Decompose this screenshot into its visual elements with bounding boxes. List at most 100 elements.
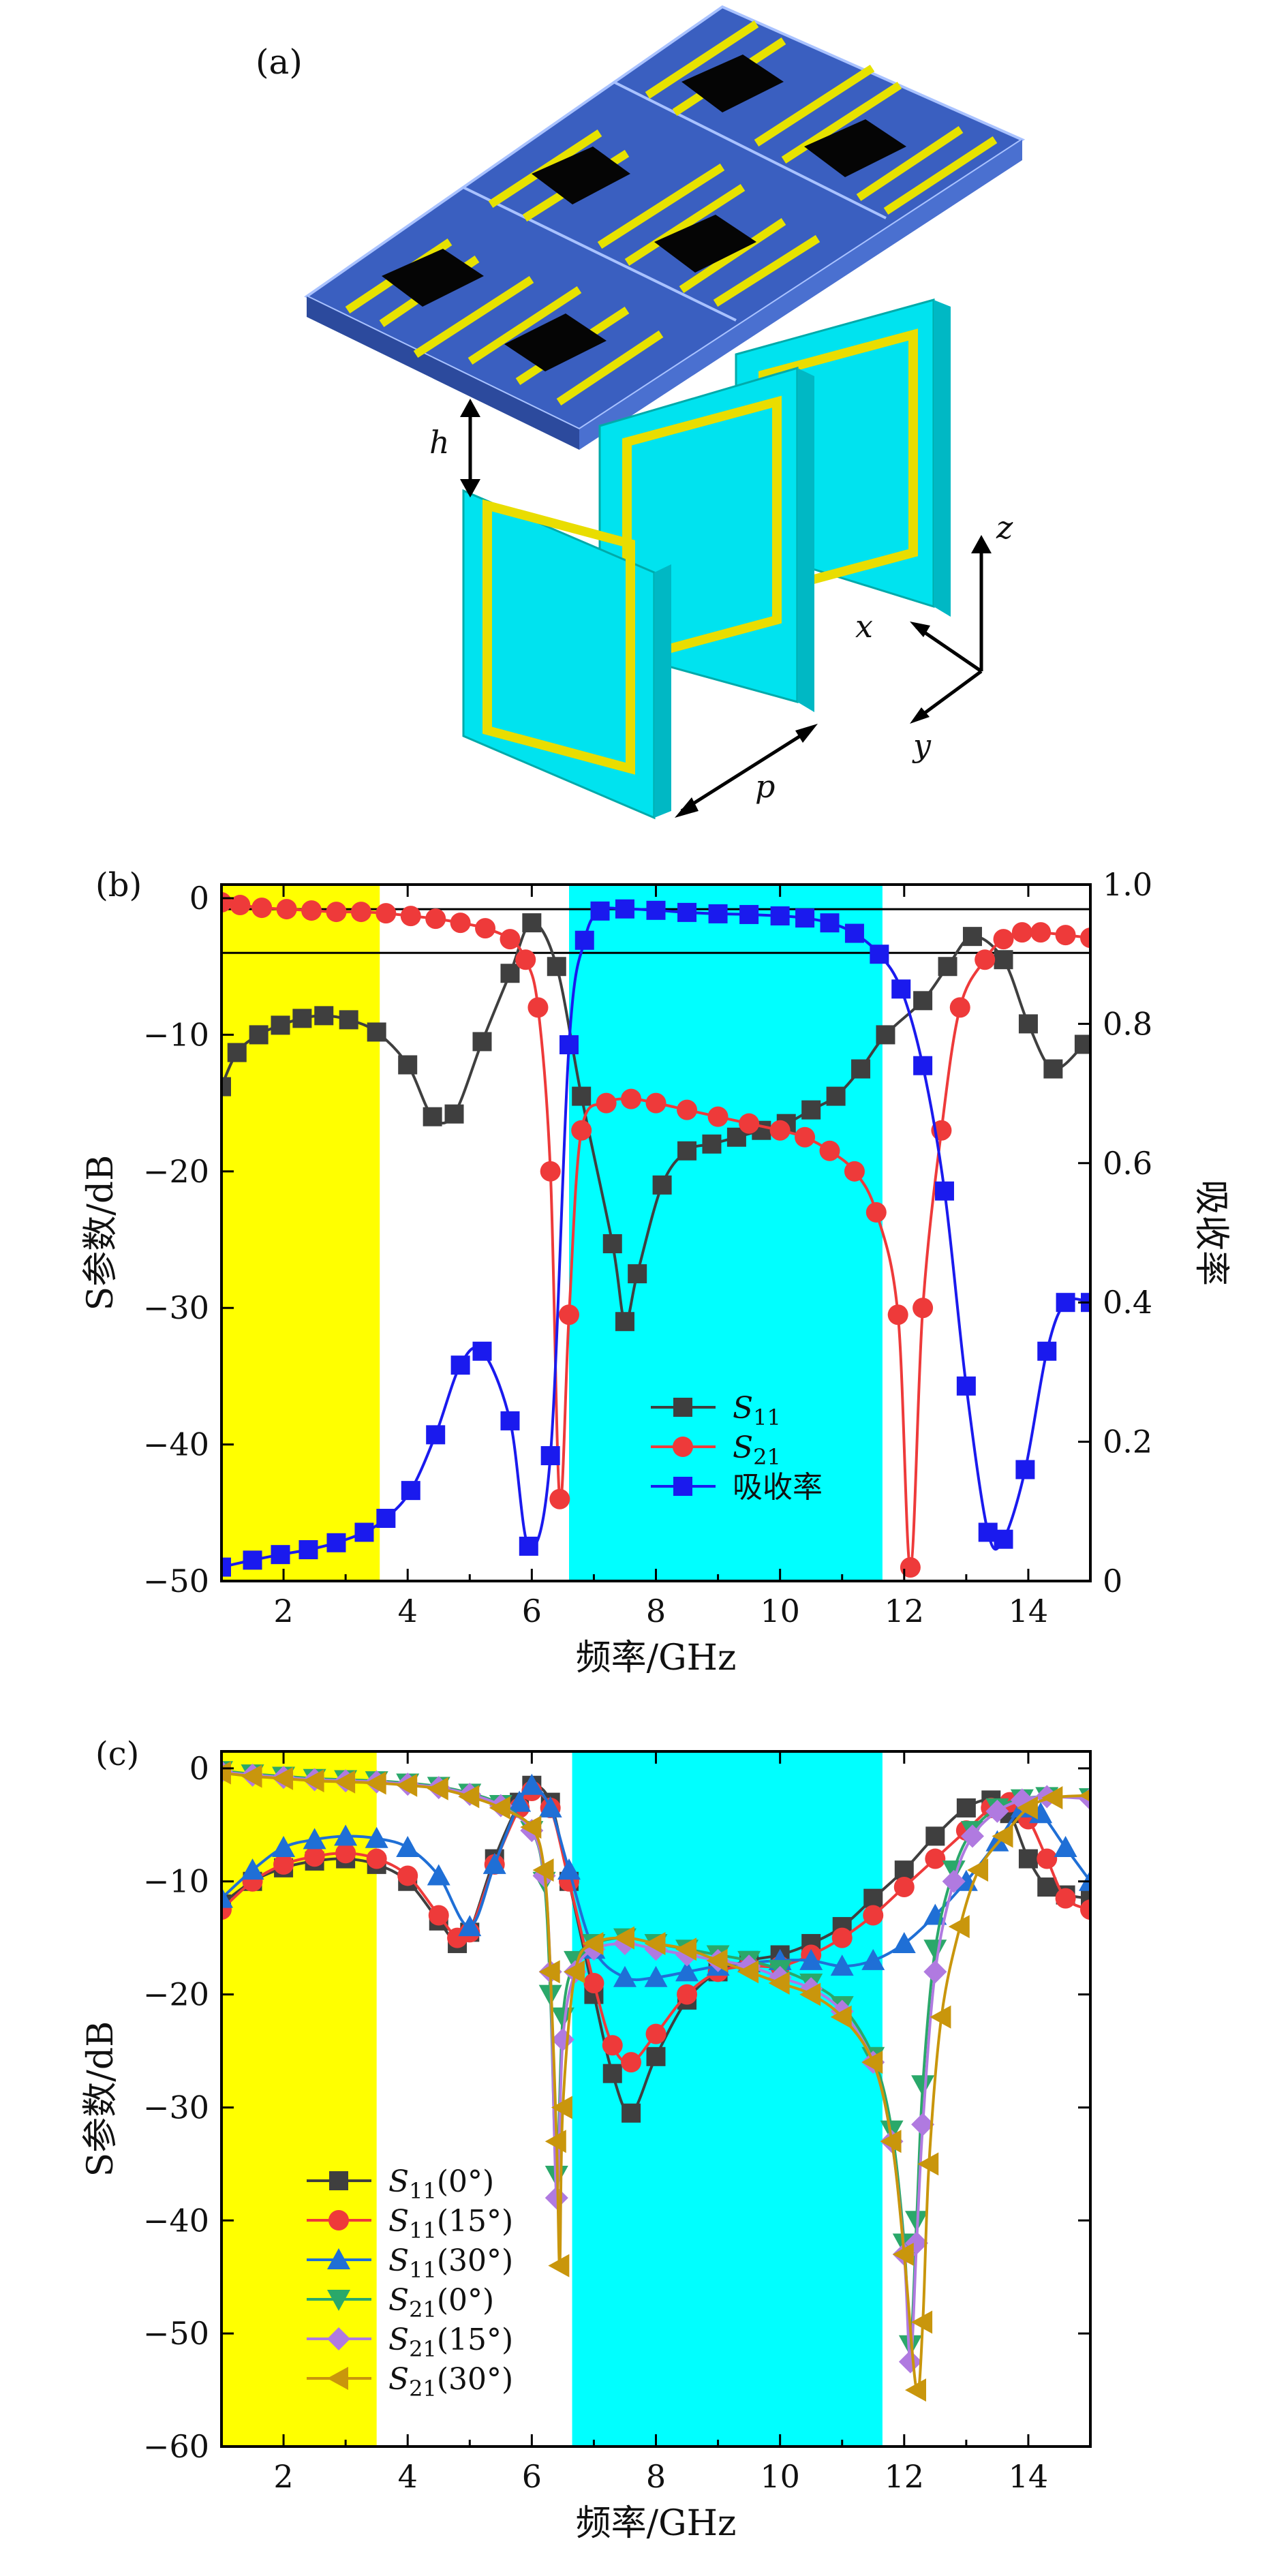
data-point <box>1015 1460 1035 1479</box>
data-point <box>515 949 536 970</box>
data-point <box>615 1312 634 1332</box>
data-point <box>894 1860 914 1880</box>
data-point <box>985 1830 1009 1852</box>
data-point <box>396 1773 418 1797</box>
data-point <box>401 1481 420 1501</box>
data-point <box>1011 922 1032 943</box>
legend-label: S21(15°) <box>388 2322 513 2362</box>
data-point <box>1055 1888 1076 1909</box>
data-point <box>905 2378 926 2402</box>
series-0 <box>221 913 1090 1332</box>
data-point <box>522 913 542 933</box>
x-tick-label: 12 <box>885 2458 925 2495</box>
data-point <box>1041 1786 1063 1809</box>
data-point <box>532 1858 554 1882</box>
data-point <box>795 1126 816 1148</box>
x-tick-label: 14 <box>1009 2458 1049 2495</box>
x-tick-label: 12 <box>885 1593 925 1629</box>
data-point <box>1080 927 1090 949</box>
data-point <box>458 1785 480 1809</box>
data-point <box>830 2005 852 2029</box>
y2-tick-label: 0.4 <box>1103 1284 1152 1321</box>
data-point <box>652 1175 672 1195</box>
data-point <box>1054 1835 1077 1857</box>
data-point <box>900 1557 921 1578</box>
data-point <box>292 1009 312 1028</box>
data-point <box>645 2023 666 2044</box>
panel-a-schematic: (a) <box>256 5 1026 820</box>
data-point <box>251 898 273 919</box>
data-point <box>564 1960 585 1984</box>
y2-axis-label: 吸收率 <box>1191 1180 1231 1286</box>
data-point <box>1074 1034 1090 1054</box>
data-point <box>1037 1877 1057 1897</box>
data-point <box>768 1972 790 1995</box>
data-point <box>298 1540 318 1560</box>
data-point <box>326 902 347 923</box>
legend-marker <box>673 1477 692 1496</box>
data-point <box>795 908 815 928</box>
data-point <box>770 906 790 925</box>
y-tick-label: −50 <box>143 1563 209 1599</box>
data-point <box>303 1828 326 1850</box>
y2-tick-label: 1.0 <box>1103 866 1152 903</box>
y-tick-label: −60 <box>143 2428 209 2465</box>
data-point <box>551 2096 572 2119</box>
h-dimension-arrow <box>460 399 480 497</box>
data-point <box>962 927 982 947</box>
data-point <box>677 1141 697 1161</box>
data-point <box>925 1826 945 1846</box>
data-point <box>272 1835 296 1857</box>
data-point <box>314 1006 334 1026</box>
data-point <box>365 1771 386 1795</box>
data-point <box>326 1533 346 1552</box>
panel-a-label: (a) <box>256 42 303 82</box>
data-point <box>527 997 549 1018</box>
data-point <box>428 1905 449 1926</box>
data-point <box>675 1960 699 1982</box>
data-point <box>450 1355 470 1375</box>
data-point <box>706 1948 728 1972</box>
data-point <box>489 1796 510 1820</box>
legend-marker <box>327 2290 350 2311</box>
data-point <box>426 1425 446 1445</box>
data-point <box>423 1107 442 1126</box>
data-point <box>677 902 697 922</box>
data-point <box>677 1984 698 2005</box>
data-point <box>472 1341 492 1361</box>
data-point <box>366 1848 387 1869</box>
data-point <box>221 1886 233 1908</box>
data-point <box>898 2335 922 2357</box>
legend-label: S11(0°) <box>388 2164 494 2204</box>
series-1 <box>221 892 1090 1578</box>
data-point <box>335 1843 356 1864</box>
data-point <box>994 1529 1013 1549</box>
panel-c-label: (c) <box>95 1735 139 1773</box>
substrate-plate <box>304 5 1026 450</box>
data-point <box>646 2046 666 2066</box>
data-point <box>615 899 634 919</box>
y-tick-label: −20 <box>143 1153 209 1190</box>
data-point <box>602 2035 623 2056</box>
data-point <box>613 1926 634 1950</box>
data-point <box>602 1234 622 1254</box>
data-point <box>702 1134 722 1154</box>
data-point <box>930 2005 951 2029</box>
data-point <box>675 1937 697 1961</box>
data-point <box>241 1858 264 1880</box>
data-point <box>249 1025 269 1045</box>
data-point <box>1055 925 1076 946</box>
data-point <box>538 1796 562 1818</box>
data-point <box>911 2113 935 2136</box>
data-point <box>917 2152 939 2176</box>
data-point <box>1080 1899 1090 1920</box>
data-point <box>221 1077 231 1097</box>
data-point <box>354 1522 374 1542</box>
x-tick-label: 10 <box>760 2458 800 2495</box>
legend-marker <box>327 2327 350 2350</box>
data-point <box>876 1025 895 1045</box>
data-point <box>739 1113 760 1134</box>
x-tick-label: 2 <box>273 1593 293 1629</box>
data-point <box>621 1088 642 1109</box>
data-point <box>993 929 1014 950</box>
